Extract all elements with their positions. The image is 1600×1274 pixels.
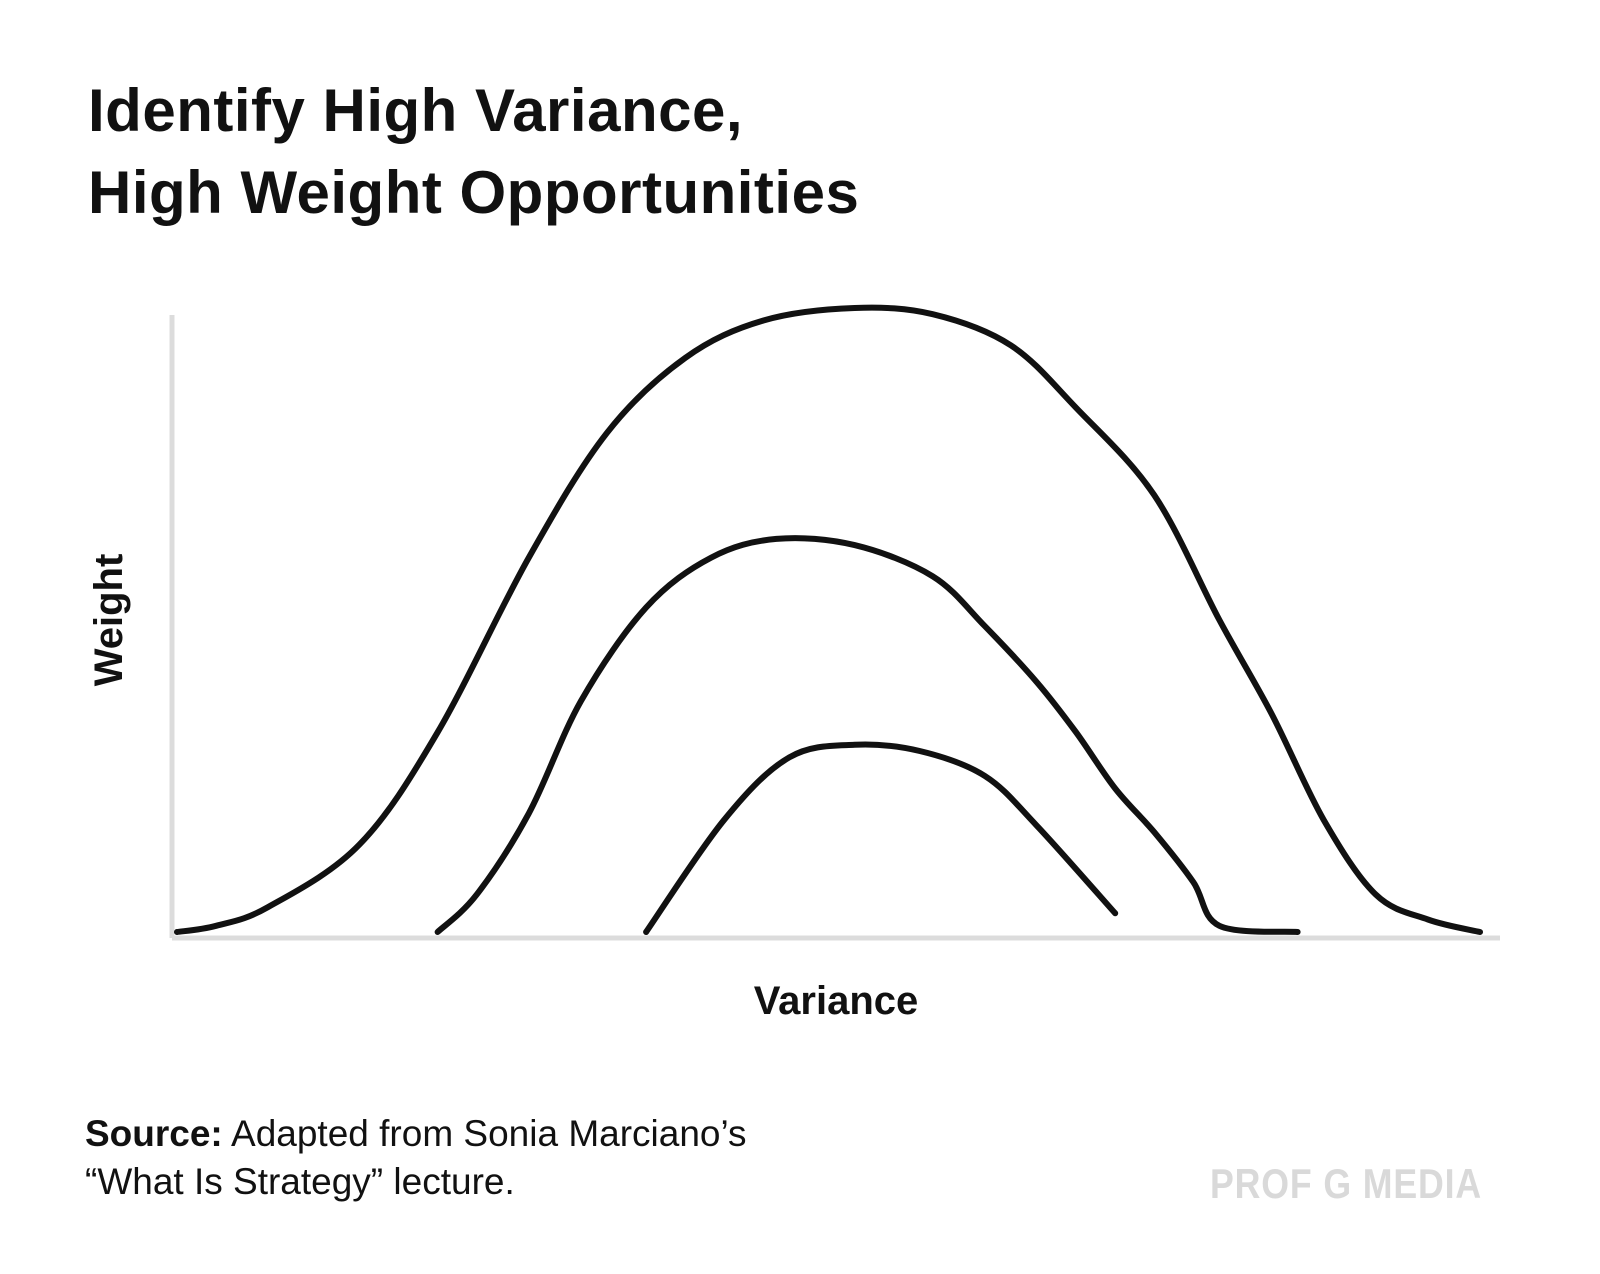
source-label: Source: bbox=[85, 1113, 223, 1154]
y-axis-label: Weight bbox=[87, 554, 131, 687]
x-axis-label: Variance bbox=[754, 979, 919, 1023]
series-line-2 bbox=[434, 535, 1301, 935]
chart-title-line-2: High Weight Opportunities bbox=[88, 159, 860, 226]
source-line-1: Source: Adapted from Sonia Marciano’s bbox=[85, 1110, 747, 1158]
chart-title: Identify High Variance, High Weight Oppo… bbox=[88, 70, 859, 234]
series-line-1 bbox=[174, 304, 1483, 935]
chart-title-line-1: Identify High Variance, bbox=[88, 77, 744, 144]
source-note: Source: Adapted from Sonia Marciano’s “W… bbox=[85, 1110, 747, 1206]
source-text-1: Adapted from Sonia Marciano’s bbox=[231, 1113, 747, 1154]
series-line-3 bbox=[643, 741, 1119, 935]
series-layer bbox=[174, 304, 1483, 935]
brand-watermark: PROF G MEDIA bbox=[1209, 1160, 1482, 1207]
source-text-2: “What Is Strategy” lecture. bbox=[85, 1161, 515, 1202]
